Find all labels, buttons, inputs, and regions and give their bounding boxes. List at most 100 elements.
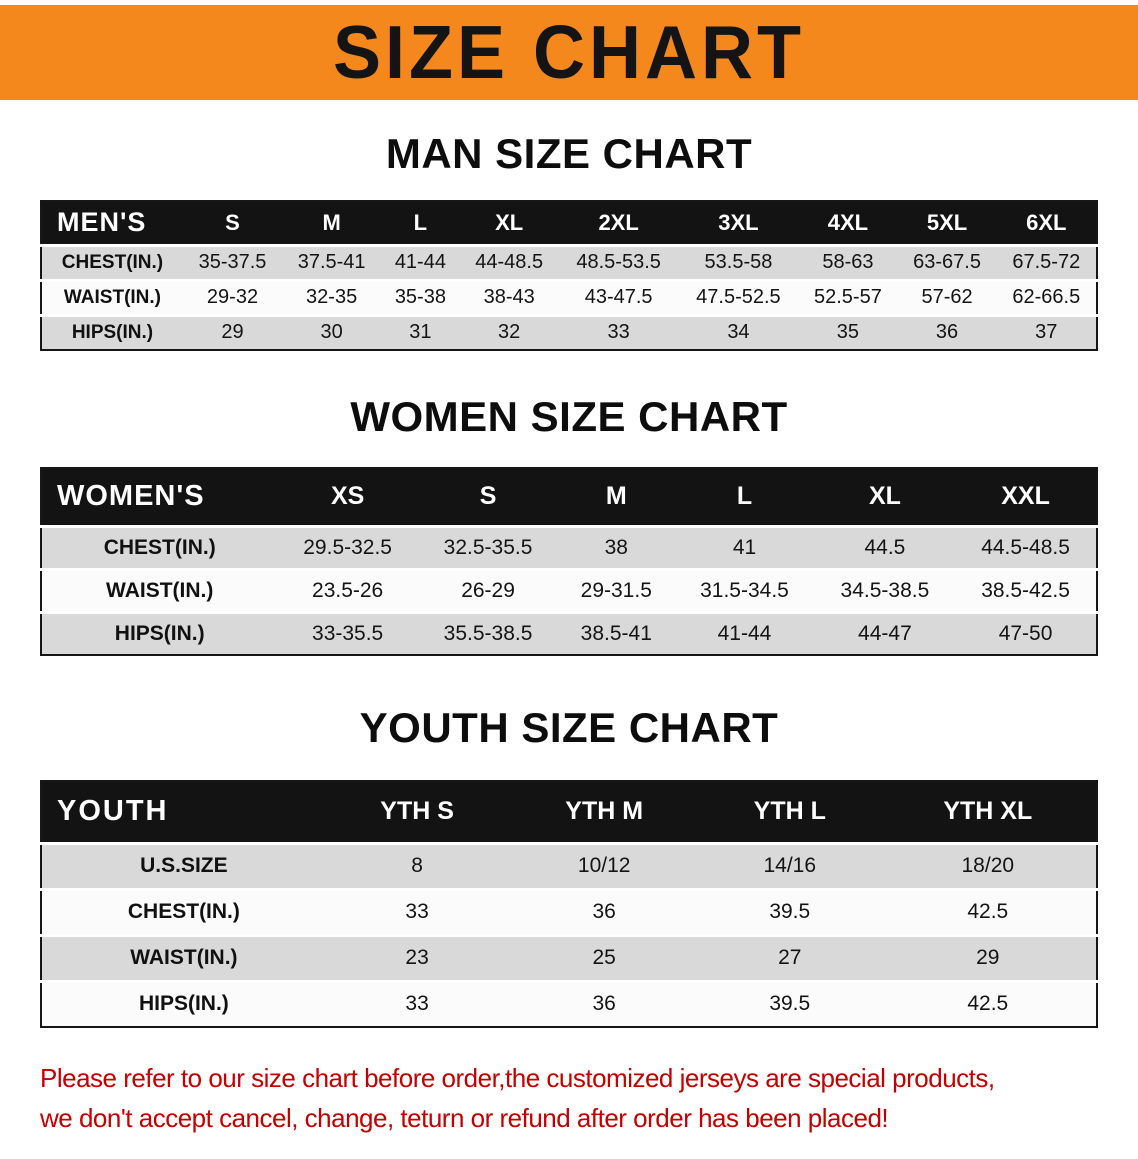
womens-col-l: L [736,482,753,511]
womens-cell: 41-44 [717,621,772,645]
mens-cell: 43-47.5 [584,286,653,308]
mens-col-5xl: 5XL [926,209,968,235]
mens-cell: 35-37.5 [198,251,267,273]
womens-cell: 44-47 [858,621,912,645]
youth-cell: 36 [592,992,616,1016]
youth-row-waist-in: WAIST(IN.) 23 25 27 29 [41,935,1097,981]
mens-col-2xl: 2XL [598,209,639,235]
womens-cell: 32.5-35.5 [443,535,533,559]
womens-col-women-s: WOMEN'S [57,480,205,513]
mens-cell: 31 [409,321,432,344]
youth-row-label-waist-in: WAIST(IN.) [130,946,238,969]
mens-col-s: S [225,209,240,235]
mens-cell: 48.5-53.5 [576,251,661,273]
youth-section: YOUTH SIZE CHART YOUTH YTH S YTH M YTH L YTH… [0,704,1138,1028]
mens-col-xl: XL [495,209,524,235]
youth-row-u-s-size: U.S.SIZE 8 10/12 14/16 18/20 [41,843,1097,889]
womens-row-waist-in: WAIST(IN.) 23.5-26 26-29 29-31.5 31.5-34.5 34… [41,569,1097,612]
womens-cell: 44.5-48.5 [981,535,1070,559]
womens-cell: 33-35.5 [312,621,384,645]
youth-cell: 10/12 [577,854,631,877]
womens-cell: 26-29 [461,578,515,602]
youth-header-row: YOUTH YTH S YTH M YTH L YTH XL [41,781,1097,843]
womens-cell: 44.5 [864,535,906,559]
youth-cell: 39.5 [769,900,811,923]
youth-cell: 27 [778,946,802,969]
womens-cell: 41 [732,535,757,559]
mens-cell: 52.5-57 [813,286,882,308]
mens-row-chest-in: CHEST(IN.) 35-37.5 37.5-41 41-44 44-48.5 48.5… [41,245,1097,280]
womens-cell: 47-50 [998,621,1053,645]
mens-cell: 32-35 [306,286,358,308]
mens-cell: 38-43 [483,286,535,308]
womens-cell: 38 [604,535,628,559]
youth-cell: 39.5 [769,992,811,1016]
womens-cell: 38.5-41 [580,621,652,645]
mens-cell: 35 [836,321,860,344]
size-chart-page: SIZE CHART MAN SIZE CHART MEN'S S M L XL 2XL 3… [0,5,1138,1139]
womens-cell: 31.5-34.5 [700,578,789,602]
mens-col-3xl: 3XL [718,209,759,235]
womens-row-label-waist-in: WAIST(IN.) [106,578,214,602]
youth-col-yth-xl: YTH XL [943,797,1033,826]
mens-cell: 29 [221,321,244,344]
disclaimer-line-1: Please refer to our size chart before or… [40,1063,995,1093]
youth-row-label-hips-in: HIPS(IN.) [138,992,229,1016]
womens-cell: 35.5-38.5 [443,621,533,645]
youth-row-hips-in: HIPS(IN.) 33 36 39.5 42.5 [41,981,1097,1027]
youth-size-table: YOUTH YTH S YTH M YTH L YTH XL U.S.SIZE 8 10/12… [40,780,1098,1028]
womens-row-hips-in: HIPS(IN.) 33-35.5 35.5-38.5 38.5-41 41-44 44-… [41,612,1097,655]
mens-col-l: L [413,209,428,235]
disclaimer: Please refer to our size chart before or… [40,1058,1100,1139]
youth-row-chest-in: CHEST(IN.) 33 36 39.5 42.5 [41,889,1097,935]
mens-cell: 36 [935,321,959,344]
womens-cell: 38.5-42.5 [981,578,1070,602]
womens-cell: 29-31.5 [580,578,652,602]
mens-cell: 62-66.5 [1012,286,1081,308]
banner: SIZE CHART [0,5,1138,100]
women-section: WOMEN SIZE CHART WOMEN'S XS S M L XL XXL CHEST(… [0,393,1138,656]
womens-col-xxl: XXL [1001,482,1050,511]
mens-cell: 41-44 [394,251,446,273]
youth-cell: 42.5 [967,900,1009,923]
mens-cell: 32 [498,321,521,344]
mens-cell: 37.5-41 [297,251,366,273]
mens-cell: 34 [727,321,750,344]
youth-row-label-u-s-size: U.S.SIZE [140,854,228,877]
men-size-table: MEN'S S M L XL 2XL 3XL 4XL 5XL 6XL CHEST(IN.) 35-37… [40,200,1098,351]
youth-col-yth-l: YTH L [753,797,826,826]
womens-col-xl: XL [868,482,901,511]
youth-col-yth-s: YTH S [380,797,454,826]
youth-cell: 29 [976,946,1000,969]
mens-cell: 35-38 [394,286,446,308]
womens-col-xs: XS [330,482,365,511]
youth-section-heading: YOUTH SIZE CHART [359,704,779,751]
mens-col-4xl: 4XL [827,209,869,235]
youth-cell: 25 [592,946,616,969]
mens-row-waist-in: WAIST(IN.) 29-32 32-35 35-38 38-43 43-47.5 47.… [41,280,1097,315]
mens-cell: 30 [320,321,343,344]
youth-cell: 33 [405,992,429,1016]
mens-row-label-waist-in: WAIST(IN.) [63,286,162,308]
mens-cell: 44-48.5 [475,251,544,273]
mens-cell: 57-62 [921,286,973,308]
mens-col-men-s: MEN'S [57,207,147,238]
youth-cell: 42.5 [967,992,1009,1016]
mens-header-row: MEN'S S M L XL 2XL 3XL 4XL 5XL 6XL [41,201,1097,245]
womens-row-label-chest-in: CHEST(IN.) [103,535,216,559]
mens-cell: 67.5-72 [1012,251,1081,273]
mens-cell: 29-32 [206,286,259,308]
womens-cell: 23.5-26 [312,578,384,602]
disclaimer-line-2: we don't accept cancel, change, teturn o… [40,1103,889,1134]
mens-col-m: M [322,209,341,235]
womens-header-row: WOMEN'S XS S M L XL XXL [41,468,1097,526]
youth-cell: 14/16 [763,854,817,877]
women-size-table: WOMEN'S XS S M L XL XXL CHEST(IN.) 29.5-32.5 32.5… [40,467,1098,656]
youth-cell: 23 [405,946,429,969]
mens-cell: 58-63 [822,251,874,273]
youth-cell: 36 [592,900,616,923]
youth-cell: 8 [411,854,423,877]
womens-col-s: S [479,482,497,511]
womens-cell: 34.5-38.5 [840,578,930,602]
womens-row-label-hips-in: HIPS(IN.) [114,621,205,645]
